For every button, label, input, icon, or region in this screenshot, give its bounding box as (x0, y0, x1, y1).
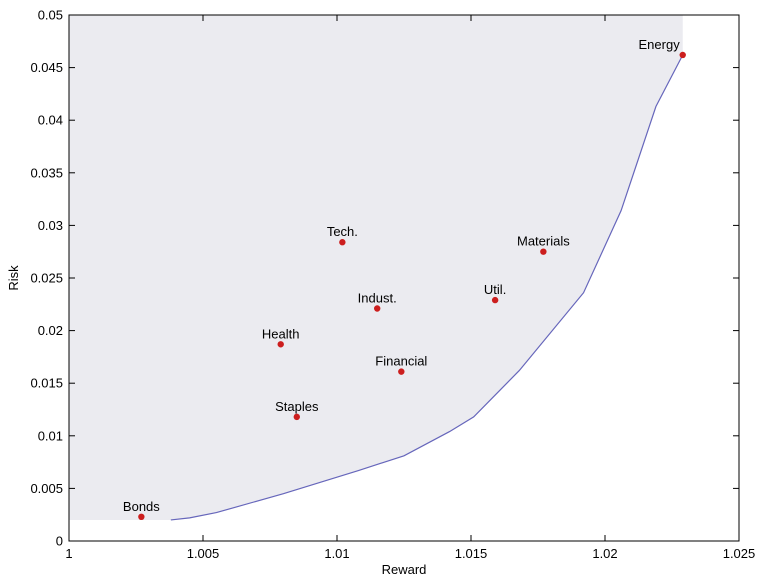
data-point-label: Util. (484, 282, 506, 297)
data-point (540, 248, 547, 255)
y-tick-label: 0.03 (38, 218, 63, 233)
data-point (277, 341, 284, 348)
x-axis-label: Reward (382, 562, 427, 577)
y-tick-label: 0.04 (38, 113, 63, 128)
data-point-label: Materials (517, 234, 570, 249)
data-points: Bonds Staples Health Financial Indust. Tech. U… (123, 37, 686, 521)
x-tick-label: 1.025 (723, 546, 756, 561)
y-tick-label: 0.015 (30, 376, 63, 391)
y-tick-label: 0.005 (30, 481, 63, 496)
data-point-label: Bonds (123, 499, 160, 514)
data-point-label: Health (262, 326, 300, 341)
x-tick-label: 1.02 (592, 546, 617, 561)
y-tick-label: 0.01 (38, 428, 63, 443)
data-point (293, 413, 300, 421)
data-point (339, 239, 346, 246)
efficient-frontier-line (170, 54, 684, 521)
data-point (398, 368, 405, 375)
x-axis-ticks: 1 1.005 1.01 1.015 1.02 1.025 (65, 15, 755, 561)
data-point-label: Staples (275, 399, 319, 414)
data-point (374, 305, 381, 312)
x-tick-label: 1.015 (455, 546, 488, 561)
x-tick-label: 1.01 (324, 546, 349, 561)
data-point (679, 51, 686, 59)
y-tick-label: 0.045 (30, 60, 63, 75)
feasible-region-fill (69, 15, 683, 520)
y-tick-label: 0.025 (30, 271, 63, 286)
data-point-label: Indust. (358, 291, 397, 306)
data-point-label: Financial (375, 354, 427, 369)
data-point (491, 296, 499, 304)
data-point-label: Energy (639, 37, 681, 52)
x-tick-label: 1 (65, 546, 72, 561)
y-axis-ticks: 0 0.005 0.01 0.015 0.02 0.025 0.03 0.035 0.04 0.0… (30, 8, 739, 549)
y-tick-label: 0.035 (30, 165, 63, 180)
y-tick-label: 0.02 (38, 323, 63, 338)
y-tick-label: 0.05 (38, 8, 63, 23)
x-tick-label: 1.005 (187, 546, 220, 561)
data-point (138, 513, 145, 521)
y-tick-label: 0 (56, 534, 63, 549)
y-axis-label: Risk (6, 265, 21, 291)
data-point-label: Tech. (327, 224, 358, 239)
